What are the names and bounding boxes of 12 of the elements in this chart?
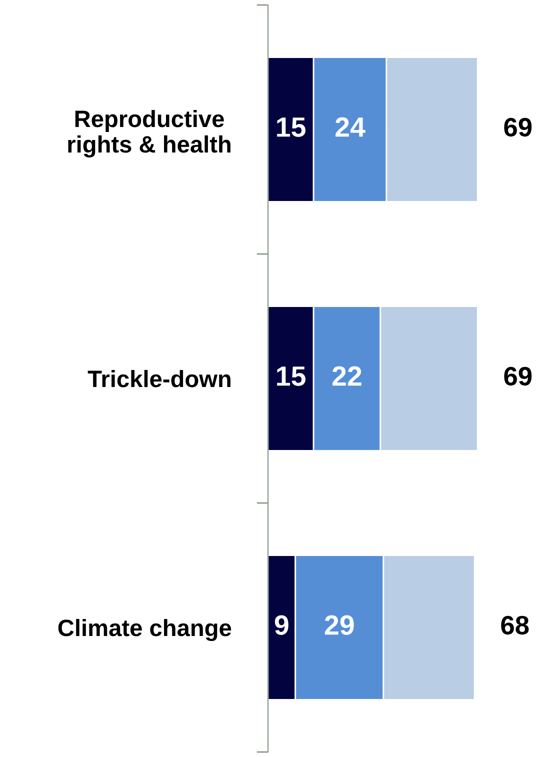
data-label: 24 bbox=[336, 117, 366, 137]
data-label: 29 bbox=[324, 615, 354, 635]
data-label: 22 bbox=[332, 366, 362, 386]
y-tick-label: Climate change bbox=[58, 618, 232, 642]
total-label: 68 bbox=[501, 616, 529, 635]
data-label: 15 bbox=[277, 118, 306, 137]
y-tick-label: Reproductive rights & health bbox=[68, 110, 230, 158]
total-label: 69 bbox=[504, 366, 532, 386]
total-label: 69 bbox=[504, 118, 532, 137]
data-label: 9 bbox=[274, 615, 288, 635]
data-label: 15 bbox=[277, 366, 306, 386]
y-tick-label: Trickle-down bbox=[88, 370, 230, 388]
